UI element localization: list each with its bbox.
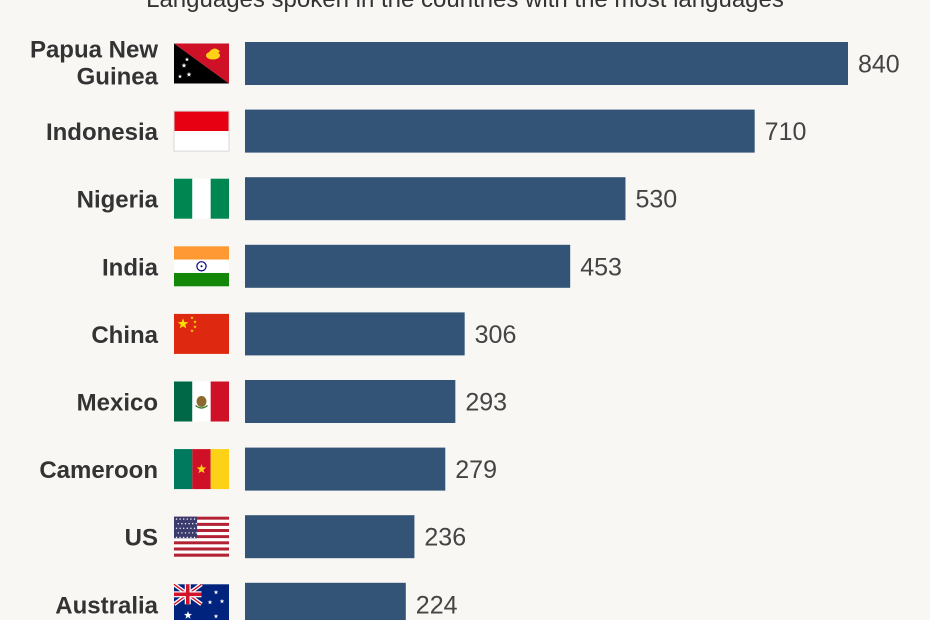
category-label: Indonesia: [46, 119, 159, 146]
data-label: 453: [580, 253, 622, 281]
bar: [245, 447, 446, 491]
category-label: US: [125, 525, 158, 552]
indonesia-flag-icon: [173, 110, 230, 152]
india-flag-icon: [174, 246, 229, 287]
bar: [245, 177, 626, 221]
bar: [245, 515, 415, 559]
category-label: Papua New Guinea: [30, 37, 159, 91]
data-label: 840: [858, 51, 900, 79]
bar: [245, 244, 571, 288]
category-label: India: [102, 254, 159, 281]
category-label: China: [91, 322, 158, 349]
bar: [245, 380, 456, 423]
category-label: Mexico: [77, 390, 158, 417]
australia-flag-icon: [172, 582, 229, 620]
bar: [245, 312, 465, 356]
china-flag-icon: [174, 313, 229, 354]
chart-subtitle: Languages spoken in the countries with t…: [0, 0, 930, 14]
data-label: 279: [455, 456, 497, 484]
bar: [245, 42, 848, 85]
mexico-flag-icon: [174, 381, 229, 422]
data-label: 224: [416, 591, 458, 619]
us-flag-icon: [174, 516, 229, 557]
data-label: 710: [765, 118, 807, 146]
bar: [245, 109, 755, 153]
cameroon-flag-icon: [174, 449, 229, 490]
data-label: 306: [475, 321, 517, 349]
data-label: 530: [635, 186, 677, 214]
category-label: Nigeria: [77, 187, 159, 214]
bar: [245, 582, 406, 620]
data-label: 293: [465, 389, 507, 417]
category-label: Cameroon: [39, 457, 158, 484]
category-label: Australia: [55, 592, 158, 619]
data-label: 236: [424, 524, 466, 552]
nigeria-flag-icon: [174, 178, 229, 219]
papua-new-guinea-flag-icon: [174, 43, 229, 84]
